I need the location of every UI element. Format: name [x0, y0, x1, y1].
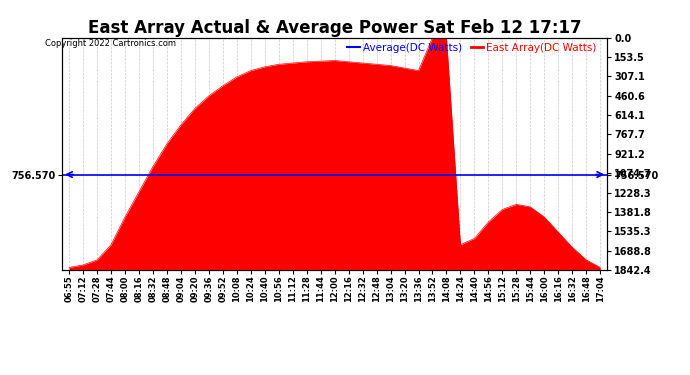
Title: East Array Actual & Average Power Sat Feb 12 17:17: East Array Actual & Average Power Sat Fe… — [88, 20, 582, 38]
Text: Copyright 2022 Cartronics.com: Copyright 2022 Cartronics.com — [45, 39, 176, 48]
Legend: Average(DC Watts), East Array(DC Watts): Average(DC Watts), East Array(DC Watts) — [348, 43, 597, 53]
